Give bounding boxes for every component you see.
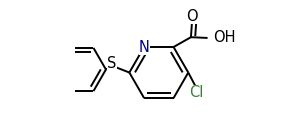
Text: S: S — [107, 55, 117, 70]
Text: Cl: Cl — [190, 85, 204, 100]
Text: N: N — [139, 40, 150, 55]
Text: O: O — [186, 9, 198, 24]
Text: OH: OH — [213, 30, 236, 45]
